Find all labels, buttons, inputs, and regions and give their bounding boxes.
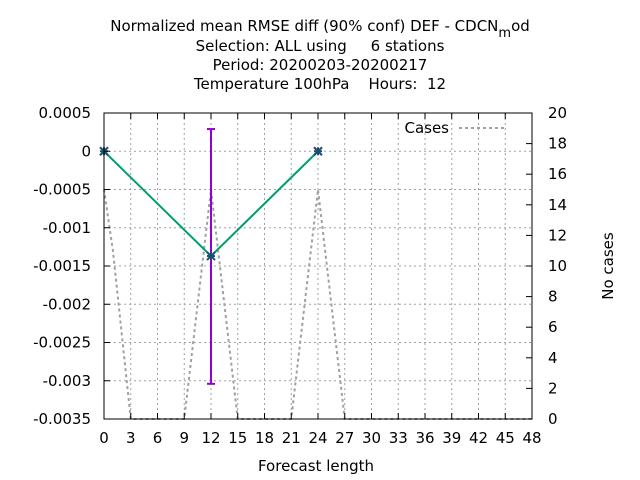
mean-diff-point [206, 251, 216, 261]
mean-diff-point [313, 146, 323, 156]
y-tick-label: -0.0035 [33, 410, 91, 428]
y2-tick-label: 2 [548, 379, 558, 397]
x-tick-label: 21 [282, 429, 301, 447]
grid [104, 113, 532, 419]
chart-title-line-3: Period: 20200203-20200217 [212, 56, 428, 74]
x-tick-label: 48 [522, 429, 541, 447]
legend-label-cases: Cases [404, 119, 449, 137]
y2-tick-label: 18 [548, 135, 567, 153]
y2-axis-title: No cases [599, 232, 617, 300]
x-tick-label: 24 [308, 429, 327, 447]
y-tick-label: 0 [81, 142, 91, 160]
x-tick-label: 0 [99, 429, 109, 447]
x-tick-label: 18 [255, 429, 274, 447]
y2-tick-label: 8 [548, 288, 558, 306]
y-tick-label: 0.0005 [39, 104, 92, 122]
x-tick-label: 27 [335, 429, 354, 447]
x-axis-title: Forecast length [258, 457, 374, 475]
x-tick-label: 30 [362, 429, 381, 447]
y2-tick-label: 16 [548, 165, 567, 183]
y2-tick-label: 12 [548, 226, 567, 244]
y2-tick-label: 20 [548, 104, 567, 122]
y2-tick-label: 6 [548, 318, 558, 336]
chart-title-line-2: Selection: ALL using 6 stations [195, 37, 445, 55]
x-tick-label: 45 [496, 429, 515, 447]
y-tick-label: -0.003 [43, 372, 91, 390]
x-tick-label: 39 [442, 429, 461, 447]
x-tick-label: 33 [389, 429, 408, 447]
y-tick-label: -0.0025 [33, 334, 91, 352]
y2-tick-label: 10 [548, 257, 567, 275]
x-tick-label: 42 [469, 429, 488, 447]
chart-title-line-4: Temperature 100hPa Hours: 12 [193, 75, 447, 93]
x-tick-label: 15 [228, 429, 247, 447]
y2-tick-label: 14 [548, 196, 567, 214]
ticks [103, 112, 533, 420]
x-tick-label: 6 [153, 429, 163, 447]
chart-title-line-1: Normalized mean RMSE diff (90% conf) DEF… [110, 17, 530, 41]
x-tick-label: 12 [201, 429, 220, 447]
y-tick-label: -0.0015 [33, 257, 91, 275]
x-tick-label: 36 [415, 429, 434, 447]
y2-tick-label: 4 [548, 349, 558, 367]
chart-title-subscript: m [498, 26, 512, 41]
y-tick-label: -0.002 [43, 295, 91, 313]
legend: Cases [404, 119, 507, 137]
y-tick-label: -0.0005 [33, 181, 91, 199]
x-tick-label: 9 [179, 429, 189, 447]
tick-labels: 0 3 6 9 12 15 18 21 24 27 30 33 36 39 42 45 480.00050-0.… [33, 104, 567, 447]
y2-tick-label: 0 [548, 410, 558, 428]
y-tick-label: -0.001 [43, 219, 91, 237]
series-layer [99, 128, 532, 420]
x-tick-label: 3 [126, 429, 136, 447]
cases-line [103, 189, 532, 420]
